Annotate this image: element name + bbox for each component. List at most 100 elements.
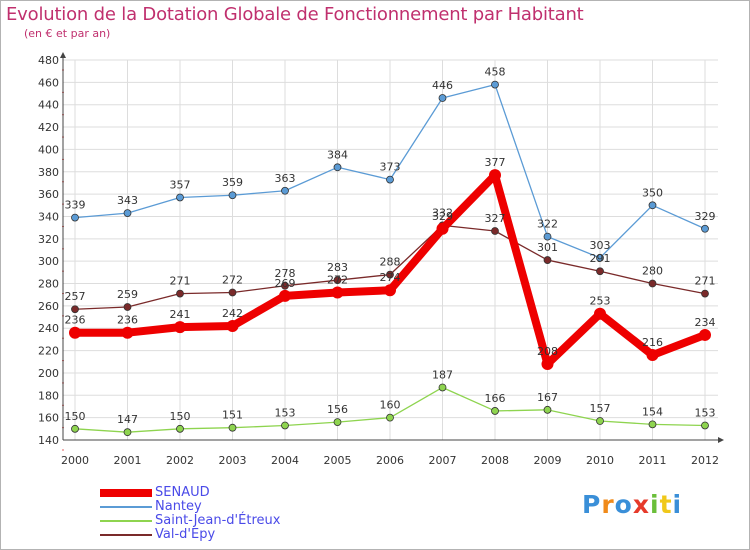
legend-label: Nantey: [155, 499, 202, 514]
data-point: [123, 428, 132, 437]
y-tick-label: 180: [38, 389, 59, 402]
data-point: [491, 227, 499, 235]
legend-label: Val-d'Epy: [155, 527, 216, 542]
y-tick-label: 380: [38, 166, 59, 179]
data-label: 288: [380, 256, 401, 269]
data-label: 373: [380, 161, 401, 174]
x-tick-label: 2012: [691, 454, 719, 467]
legend-swatch: [100, 534, 152, 536]
series-nantey: [71, 80, 709, 262]
data-point: [174, 321, 186, 334]
data-label: 332: [432, 206, 453, 219]
data-label: 272: [222, 273, 243, 286]
x-tick-label: 2003: [219, 454, 247, 467]
data-point: [648, 201, 657, 210]
data-point: [71, 305, 79, 314]
y-tick-label: 360: [38, 188, 59, 201]
chart-title: Evolution de la Dotation Globale de Fonc…: [6, 4, 584, 25]
data-point: [543, 405, 552, 414]
data-point: [596, 267, 604, 276]
data-label: 236: [65, 314, 86, 327]
data-label: 280: [642, 265, 663, 278]
data-point: [701, 421, 709, 430]
data-label: 291: [590, 252, 611, 265]
data-point: [648, 279, 657, 288]
x-tick-label: 2005: [324, 454, 352, 467]
x-tick-label: 2011: [639, 454, 667, 467]
series-layer: [69, 80, 711, 437]
data-label: 359: [222, 176, 243, 189]
logo-letter: t: [659, 490, 673, 519]
data-label: 216: [642, 336, 663, 349]
axes: 140 160 180 200 220 240 260 280 300 320 340 360 380 4…: [38, 52, 724, 467]
y-tick-label: 260: [38, 300, 59, 313]
data-label: 151: [222, 409, 243, 422]
data-label: 160: [380, 399, 401, 412]
data-point: [281, 421, 289, 430]
data-point: [438, 383, 447, 392]
data-label: 357: [170, 178, 191, 191]
data-label: 363: [275, 172, 296, 185]
data-point: [596, 417, 604, 425]
data-label: 301: [537, 241, 558, 254]
data-label: 147: [117, 413, 138, 426]
y-axis-arrow: [60, 52, 66, 58]
data-point: [333, 418, 342, 427]
data-label: 271: [695, 275, 716, 288]
logo-letter: r: [601, 490, 615, 519]
data-point: [386, 270, 394, 279]
data-point: [541, 358, 554, 370]
proxiti-logo: Proxiti: [582, 490, 682, 519]
data-label: 208: [537, 345, 558, 358]
x-axis-arrow: [718, 437, 724, 443]
data-point: [701, 224, 709, 233]
data-label: 329: [432, 210, 453, 223]
data-label: 242: [222, 307, 243, 320]
y-tick-label: 300: [38, 255, 59, 268]
data-point: [491, 407, 499, 415]
data-label: 241: [170, 308, 191, 321]
data-label: 257: [65, 290, 86, 303]
logo-letter: i: [672, 490, 683, 519]
legend-swatch: [100, 506, 152, 508]
data-label: 278: [275, 267, 296, 280]
data-point: [701, 289, 709, 298]
data-label: 339: [65, 199, 86, 212]
data-label: 272: [327, 273, 348, 286]
legend-label: SENAUD: [155, 485, 210, 500]
y-tick-label: 240: [38, 322, 59, 335]
data-point: [121, 326, 134, 339]
legend-label: Saint-Jean-d'Étreux: [155, 513, 281, 528]
y-tick-label: 440: [38, 99, 59, 112]
data-point: [386, 413, 394, 422]
legend-swatch: [100, 520, 152, 522]
x-tick-label: 2006: [376, 454, 404, 467]
series-senaud: [69, 169, 711, 370]
data-label: 327: [485, 212, 506, 225]
data-label: 322: [537, 218, 558, 231]
y-tick-label: 420: [38, 121, 59, 134]
data-label: 154: [642, 405, 663, 418]
y-tick-label: 320: [38, 233, 59, 246]
data-point: [594, 307, 606, 320]
y-tick-label: 140: [38, 434, 59, 447]
x-tick-label: 2002: [166, 454, 194, 467]
x-tick-label: 2004: [271, 454, 299, 467]
logo-letter: o: [614, 490, 633, 519]
data-point: [543, 232, 552, 241]
data-point: [123, 303, 132, 311]
data-label: 150: [65, 410, 86, 423]
data-point: [436, 222, 449, 235]
data-point: [228, 423, 237, 432]
data-point: [333, 276, 342, 285]
data-point: [489, 169, 501, 182]
data-label: 271: [170, 275, 191, 288]
data-point: [281, 281, 289, 290]
data-point: [226, 320, 239, 332]
data-label: 153: [695, 406, 716, 419]
series-saint-jean-d-treux: [71, 383, 709, 437]
data-point: [281, 186, 289, 195]
data-label: 236: [117, 314, 138, 327]
